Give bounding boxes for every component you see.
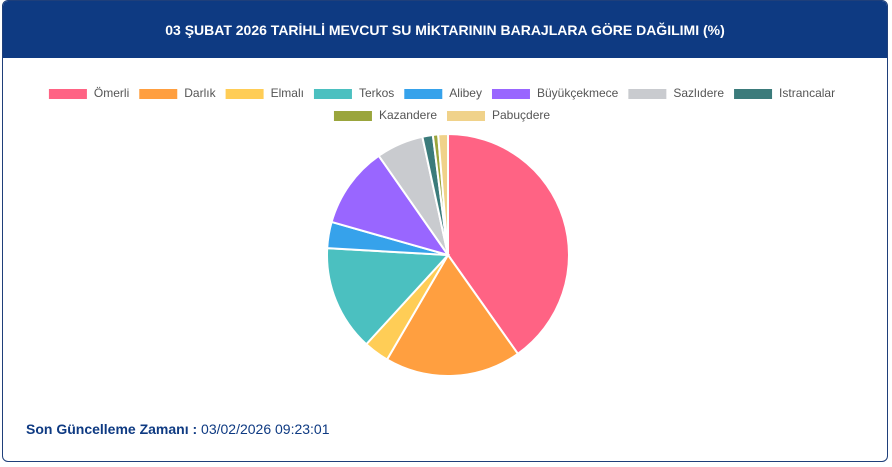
legend-swatch: [313, 89, 352, 99]
legend-swatch: [491, 89, 530, 99]
footer: Son Güncelleme Zamanı : 03/02/2026 09:23…: [26, 421, 330, 437]
pie-slice: [437, 132, 449, 256]
legend-item: Ömerli: [48, 86, 129, 100]
chart: Ömerli Darlık Elmalı Terkos Alibey Büyükçekme…: [48, 86, 835, 377]
legend-item: Pabuçdere: [447, 108, 550, 122]
legend-label: Istrancalar: [779, 86, 835, 100]
legend-swatch: [628, 89, 667, 99]
legend-swatch: [225, 89, 264, 99]
legend-label: Pabuçdere: [492, 108, 550, 122]
legend-swatch: [333, 111, 372, 121]
legend-item: Istrancalar: [734, 86, 835, 100]
pie-slice: [447, 132, 570, 356]
footer-label: Son Güncelleme Zamanı :: [26, 421, 198, 437]
pie-slice: [385, 253, 520, 377]
legend-label: Kazandere: [379, 108, 437, 122]
chart-title: 03 ŞUBAT 2026 TARİHLİ MEVCUT SU MİKTARIN…: [3, 1, 887, 58]
legend-item: Terkos: [313, 86, 394, 100]
legend-item: Alibey: [404, 86, 482, 100]
legend-label: Elmalı: [271, 86, 304, 100]
legend-item: Elmalı: [225, 86, 304, 100]
legend-label: Sazlıdere: [673, 86, 724, 100]
legend-label: Büyükçekmece: [537, 86, 619, 100]
legend-item: Büyükçekmece: [491, 86, 619, 100]
legend-swatch: [447, 111, 485, 121]
legend-item: Kazandere: [333, 108, 437, 122]
legend-swatch: [48, 89, 87, 99]
pie-slice: [326, 247, 451, 346]
legend-item: Sazlıdere: [628, 86, 724, 100]
footer-value: 03/02/2026 09:23:01: [201, 421, 330, 437]
legend-label: Terkos: [359, 86, 394, 100]
legend-swatch: [404, 89, 443, 99]
legend-label: Ömerli: [94, 86, 129, 100]
legend-item: Darlık: [139, 86, 217, 100]
legend-label: Alibey: [449, 86, 482, 100]
legend-swatch: [139, 89, 178, 99]
legend-label: Darlık: [184, 86, 216, 100]
legend-swatch: [734, 89, 773, 99]
pie-slice: [330, 154, 451, 257]
